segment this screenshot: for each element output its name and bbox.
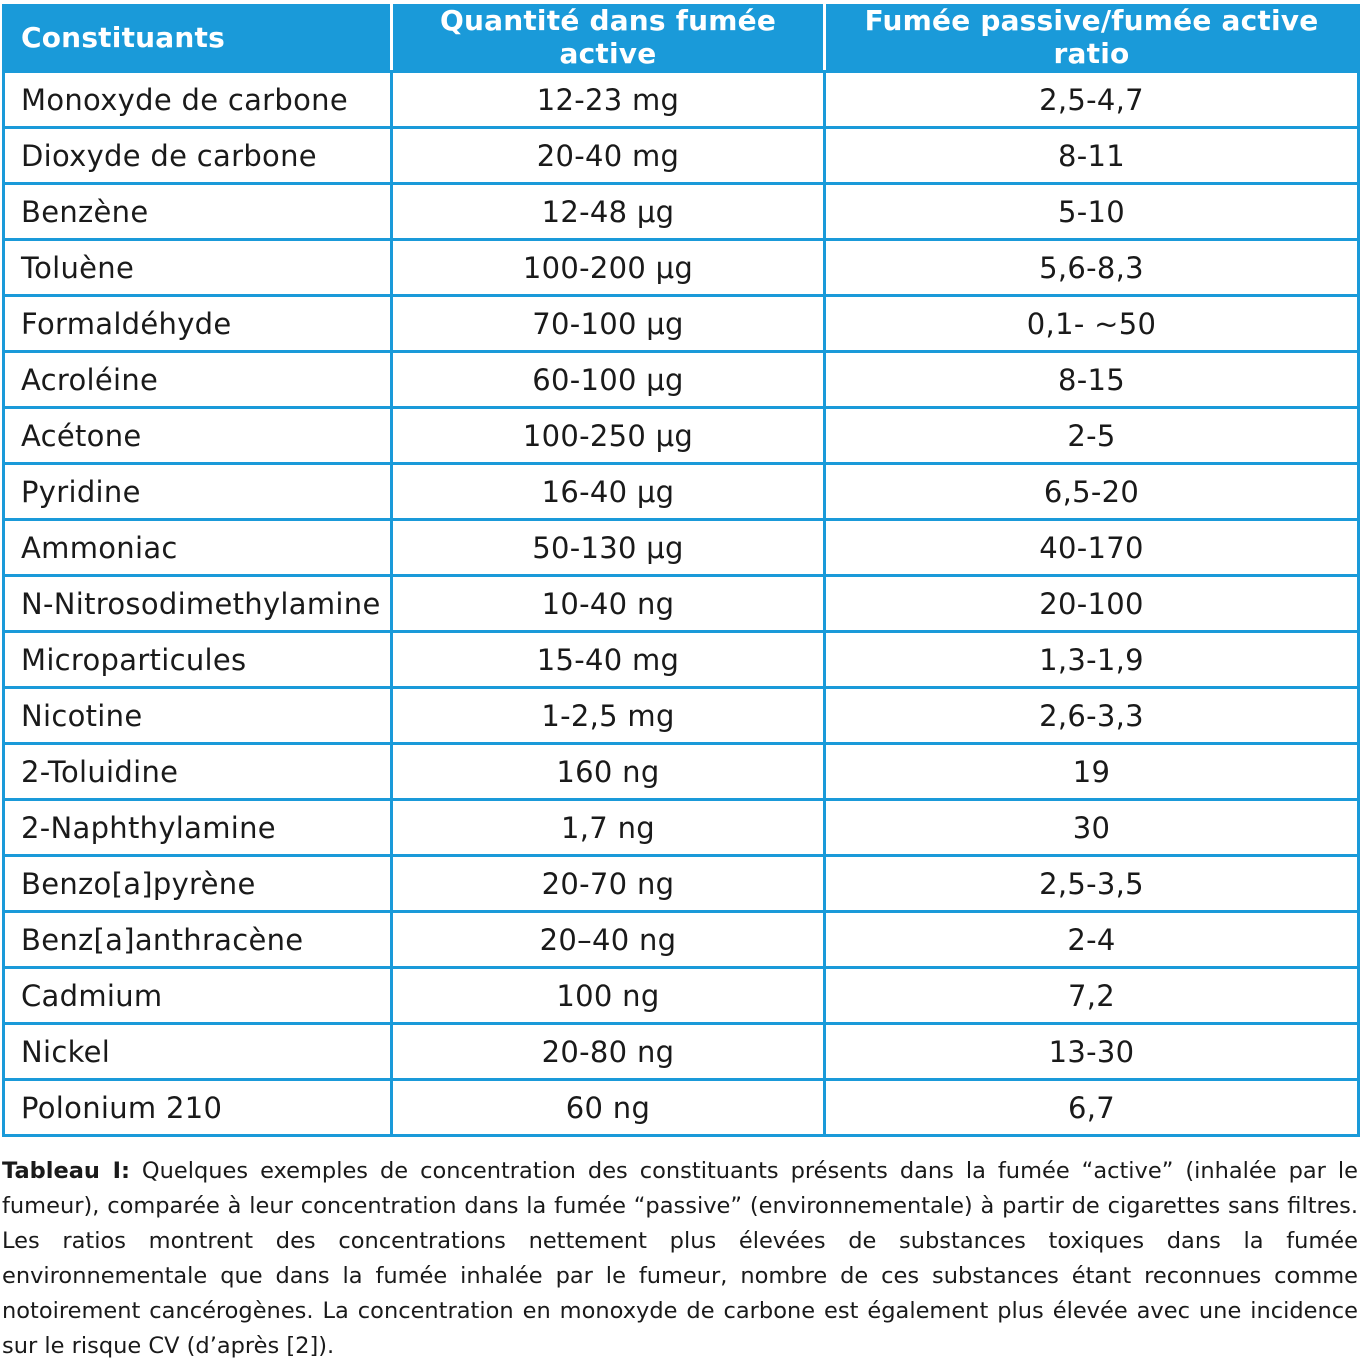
cell-quantite: 60 ng — [390, 1078, 826, 1137]
cell-constituant: Nicotine — [2, 686, 393, 745]
constituents-table: Constituants Quantité dans fumée active … — [2, 4, 1360, 1137]
table-row: N-Nitrosodimethylamine 10-40 ng 20-100 — [2, 574, 1360, 633]
cell-ratio: 1,3-1,9 — [823, 630, 1360, 689]
cell-constituant: Dioxyde de carbone — [2, 126, 393, 185]
cell-quantite: 20-70 ng — [390, 854, 826, 913]
cell-constituant: Polonium 210 — [2, 1078, 393, 1137]
cell-constituant: Acroléine — [2, 350, 393, 409]
cell-quantite: 100-200 μg — [390, 238, 826, 297]
cell-ratio: 13-30 — [823, 1022, 1360, 1081]
cell-ratio: 30 — [823, 798, 1360, 857]
table-row: Formaldéhyde 70-100 μg 0,1- ~50 — [2, 294, 1360, 353]
table-row: Polonium 210 60 ng 6,7 — [2, 1078, 1360, 1137]
cell-quantite: 12-48 μg — [390, 182, 826, 241]
table-row: Dioxyde de carbone 20-40 mg 8-11 — [2, 126, 1360, 185]
table-row: Benzène 12-48 μg 5-10 — [2, 182, 1360, 241]
cell-constituant: Microparticules — [2, 630, 393, 689]
column-header-quantite: Quantité dans fumée active — [390, 4, 825, 73]
cell-constituant: Ammoniac — [2, 518, 393, 577]
table-row: Toluène 100-200 μg 5,6-8,3 — [2, 238, 1360, 297]
header-row: Constituants Quantité dans fumée active … — [2, 4, 1360, 73]
cell-constituant: Benzo[a]pyrène — [2, 854, 393, 913]
table-row: 2-Naphthylamine 1,7 ng 30 — [2, 798, 1360, 857]
cell-constituant: Pyridine — [2, 462, 393, 521]
cell-quantite: 60-100 μg — [390, 350, 826, 409]
cell-quantite: 20–40 ng — [390, 910, 826, 969]
cell-constituant: Formaldéhyde — [2, 294, 393, 353]
cell-quantite: 50-130 μg — [390, 518, 826, 577]
cell-constituant: Toluène — [2, 238, 393, 297]
column-header-constituants: Constituants — [2, 4, 392, 73]
cell-constituant: 2-Naphthylamine — [2, 798, 393, 857]
cell-quantite: 100-250 μg — [390, 406, 826, 465]
table-row: Acétone 100-250 μg 2-5 — [2, 406, 1360, 465]
caption-text: Quelques exemples de concentration des c… — [2, 1158, 1358, 1359]
cell-constituant: 2-Toluidine — [2, 742, 393, 801]
table-row: Benz[a]anthracène 20–40 ng 2-4 — [2, 910, 1360, 969]
cell-constituant: Acétone — [2, 406, 393, 465]
cell-quantite: 100 ng — [390, 966, 826, 1025]
cell-quantite: 1,7 ng — [390, 798, 826, 857]
cell-ratio: 5,6-8,3 — [823, 238, 1360, 297]
cell-constituant: Benzène — [2, 182, 393, 241]
cell-ratio: 8-11 — [823, 126, 1360, 185]
cell-constituant: Nickel — [2, 1022, 393, 1081]
cell-ratio: 6,7 — [823, 1078, 1360, 1137]
cell-ratio: 19 — [823, 742, 1360, 801]
table-row: Microparticules 15-40 mg 1,3-1,9 — [2, 630, 1360, 689]
cell-constituant: Cadmium — [2, 966, 393, 1025]
cell-ratio: 2,5-3,5 — [823, 854, 1360, 913]
table-header: Constituants Quantité dans fumée active … — [2, 4, 1360, 73]
cell-ratio: 20-100 — [823, 574, 1360, 633]
cell-ratio: 2,5-4,7 — [823, 70, 1360, 129]
column-header-ratio: Fumée passive/fumée active ratio — [823, 4, 1360, 73]
cell-ratio: 2-4 — [823, 910, 1360, 969]
table-body: Monoxyde de carbone 12-23 mg 2,5-4,7 Dioxyd… — [2, 70, 1360, 1137]
caption-label: Tableau I: — [2, 1158, 130, 1184]
table-row: Nickel 20-80 ng 13-30 — [2, 1022, 1360, 1081]
cell-quantite: 15-40 mg — [390, 630, 826, 689]
table-row: Cadmium 100 ng 7,2 — [2, 966, 1360, 1025]
cell-quantite: 16-40 μg — [390, 462, 826, 521]
cell-quantite: 10-40 ng — [390, 574, 826, 633]
table-row: Monoxyde de carbone 12-23 mg 2,5-4,7 — [2, 70, 1360, 129]
table-row: Ammoniac 50-130 μg 40-170 — [2, 518, 1360, 577]
cell-quantite: 20-80 ng — [390, 1022, 826, 1081]
cell-ratio: 6,5-20 — [823, 462, 1360, 521]
cell-constituant: N-Nitrosodimethylamine — [2, 574, 393, 633]
table-row: Benzo[a]pyrène 20-70 ng 2,5-3,5 — [2, 854, 1360, 913]
cell-quantite: 1-2,5 mg — [390, 686, 826, 745]
table-row: 2-Toluidine 160 ng 19 — [2, 742, 1360, 801]
cell-ratio: 8-15 — [823, 350, 1360, 409]
table-caption: Tableau I: Quelques exemples de concentr… — [2, 1154, 1358, 1364]
cell-ratio: 2-5 — [823, 406, 1360, 465]
cell-constituant: Monoxyde de carbone — [2, 70, 393, 129]
cell-quantite: 12-23 mg — [390, 70, 826, 129]
table-row: Nicotine 1-2,5 mg 2,6-3,3 — [2, 686, 1360, 745]
cell-ratio: 40-170 — [823, 518, 1360, 577]
cell-ratio: 2,6-3,3 — [823, 686, 1360, 745]
cell-ratio: 7,2 — [823, 966, 1360, 1025]
table-row: Pyridine 16-40 μg 6,5-20 — [2, 462, 1360, 521]
cell-quantite: 70-100 μg — [390, 294, 826, 353]
cell-quantite: 20-40 mg — [390, 126, 826, 185]
cell-constituant: Benz[a]anthracène — [2, 910, 393, 969]
cell-ratio: 0,1- ~50 — [823, 294, 1360, 353]
table-row: Acroléine 60-100 μg 8-15 — [2, 350, 1360, 409]
cell-quantite: 160 ng — [390, 742, 826, 801]
cell-ratio: 5-10 — [823, 182, 1360, 241]
data-table-container: Constituants Quantité dans fumée active … — [2, 4, 1360, 1137]
